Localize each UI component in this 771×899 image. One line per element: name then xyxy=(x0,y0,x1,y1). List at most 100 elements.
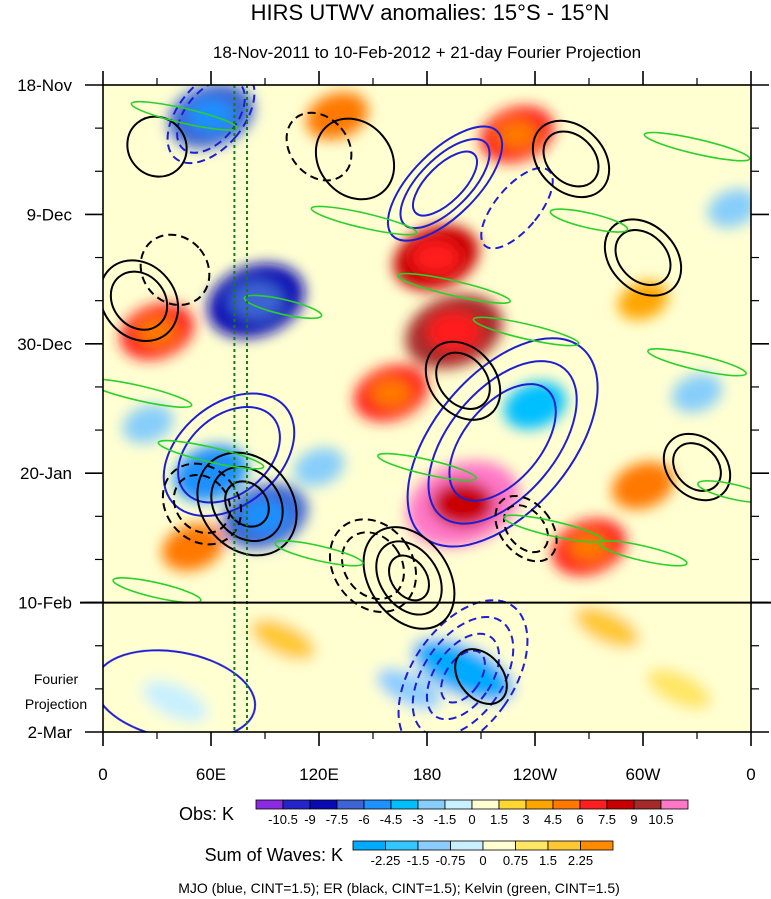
shading-blur-group xyxy=(103,85,751,732)
obs-colorbar-level-label: 4.5 xyxy=(544,812,562,827)
er-contour xyxy=(672,442,722,492)
er-contour xyxy=(285,111,353,182)
obs-colorbar-swatch xyxy=(498,799,527,810)
y-tick-label: 30-Dec xyxy=(17,335,72,354)
er-contour xyxy=(614,229,672,286)
er-contour xyxy=(362,526,456,630)
obs-colorbar-level-label: -1.5 xyxy=(434,812,456,827)
obs-colorbar-swatch xyxy=(309,799,338,810)
er-contour xyxy=(603,218,683,297)
obs-colorbar-swatch xyxy=(471,799,500,810)
mjo-contour xyxy=(412,150,478,217)
er-contour xyxy=(454,648,508,705)
er-contour xyxy=(375,540,443,616)
obs-colorbar-swatch xyxy=(525,799,554,810)
er-contour xyxy=(328,518,418,613)
kelvin-contour xyxy=(503,514,603,543)
projection-label-line-2: Projection xyxy=(25,696,87,712)
er-contour xyxy=(161,462,243,546)
obs-feature xyxy=(671,373,723,413)
obs-colorbar-swatch xyxy=(633,799,662,810)
obs-feature-core xyxy=(568,531,610,563)
obs-feature xyxy=(617,281,669,320)
x-tick-label: 60E xyxy=(196,765,226,784)
obs-feature-core xyxy=(190,458,232,489)
obs-colorbar-level-label: 3 xyxy=(522,812,529,827)
waves-colorbar-level-label: -2.25 xyxy=(371,853,401,868)
waves-colorbar-level-label: 0.75 xyxy=(503,853,528,868)
x-axis: 0 60E 120E 180 120W 60W 0 xyxy=(98,71,756,784)
x-tick-label: 0 xyxy=(98,765,107,784)
waves-colorbar-swatch xyxy=(482,840,516,851)
er-contour xyxy=(224,480,270,528)
er-contour xyxy=(531,119,611,199)
kelvin-contour xyxy=(397,272,511,304)
x-tick-label: 120E xyxy=(299,765,339,784)
er-contour xyxy=(139,233,211,307)
obs-colorbar-swatch xyxy=(606,799,635,810)
obs-colorbar-level-label: 10.5 xyxy=(648,812,673,827)
waves-colorbar-swatch xyxy=(417,840,451,851)
waves-colorbar-level-label: 1.5 xyxy=(539,853,557,868)
obs-colorbar: -10.5 -9 -7.5 -6 -4.5 -3 -1.5 0 1.5 3 4.5 6 7.5 9 10.5 xyxy=(255,799,689,827)
er-contour xyxy=(435,351,491,410)
obs-feature-core xyxy=(411,239,461,276)
obs-colorbar-level-label: -3 xyxy=(412,812,424,827)
waves-colorbar-swatch xyxy=(580,840,614,851)
er-contour xyxy=(172,473,232,535)
kelvin-contour xyxy=(377,452,477,482)
obs-colorbar-label: Obs: K xyxy=(179,804,234,824)
obs-colorbar-swatch xyxy=(660,799,689,810)
mjo-contour xyxy=(103,649,257,732)
kelvin-contour xyxy=(103,378,193,409)
obs-colorbar-swatch xyxy=(336,799,365,810)
waves-colorbar-level-label: -1.5 xyxy=(407,853,429,868)
waves-colorbar: -2.25 -1.5 -0.75 0 0.75 1.5 2.25 xyxy=(352,840,614,868)
obs-feature-core xyxy=(431,480,495,528)
mjo-contour xyxy=(166,85,256,165)
waves-colorbar-swatch xyxy=(385,840,419,851)
mjo-contour xyxy=(162,392,296,517)
obs-feature xyxy=(611,461,675,510)
kelvin-contour xyxy=(472,316,580,347)
er-contour xyxy=(103,259,180,343)
obs-feature xyxy=(161,523,225,571)
projection-feature xyxy=(376,668,442,710)
kelvin-contour xyxy=(130,100,238,131)
waves-colorbar-level-label: 2.25 xyxy=(568,853,593,868)
kelvin-contour xyxy=(274,540,364,567)
kelvin-contour xyxy=(697,480,751,504)
y-tick-label: 2-Mar xyxy=(28,723,73,742)
y-tick-label: 18-Nov xyxy=(17,76,72,95)
y-tick-label: 9-Dec xyxy=(27,205,73,224)
kelvin-contour xyxy=(243,294,323,320)
waves-colorbar-swatch xyxy=(547,840,581,851)
x-tick-label: 60W xyxy=(626,765,661,784)
kelvin-contour xyxy=(549,208,629,233)
kelvin-contour xyxy=(157,439,265,470)
obs-feature xyxy=(707,188,751,228)
x-tick-label: 0 xyxy=(746,765,755,784)
projection-feature xyxy=(250,619,316,661)
er-contour xyxy=(341,531,405,600)
chart-subtitle: 18-Nov-2011 to 10-Feb-2012 + 21-day Four… xyxy=(213,43,641,62)
obs-colorbar-swatch xyxy=(390,799,419,810)
plot-area xyxy=(103,85,751,732)
obs-colorbar-swatch xyxy=(579,799,608,810)
waves-colorbar-swatch xyxy=(515,840,549,851)
obs-feature-core xyxy=(496,119,538,150)
x-tick-label: 180 xyxy=(413,765,441,784)
y-tick-label: 10-Feb xyxy=(18,594,72,613)
obs-feature-core xyxy=(370,377,412,409)
obs-feature xyxy=(293,447,345,487)
mjo-contour xyxy=(425,632,501,721)
obs-colorbar-swatch xyxy=(363,799,392,810)
er-contour xyxy=(542,130,600,188)
obs-colorbar-swatch xyxy=(417,799,446,810)
obs-colorbar-level-label: 7.5 xyxy=(598,812,616,827)
er-contour xyxy=(109,270,169,331)
obs-feature-core xyxy=(426,311,482,352)
projection-label-line-1: Fourier xyxy=(34,671,79,687)
obs-feature xyxy=(305,92,369,140)
